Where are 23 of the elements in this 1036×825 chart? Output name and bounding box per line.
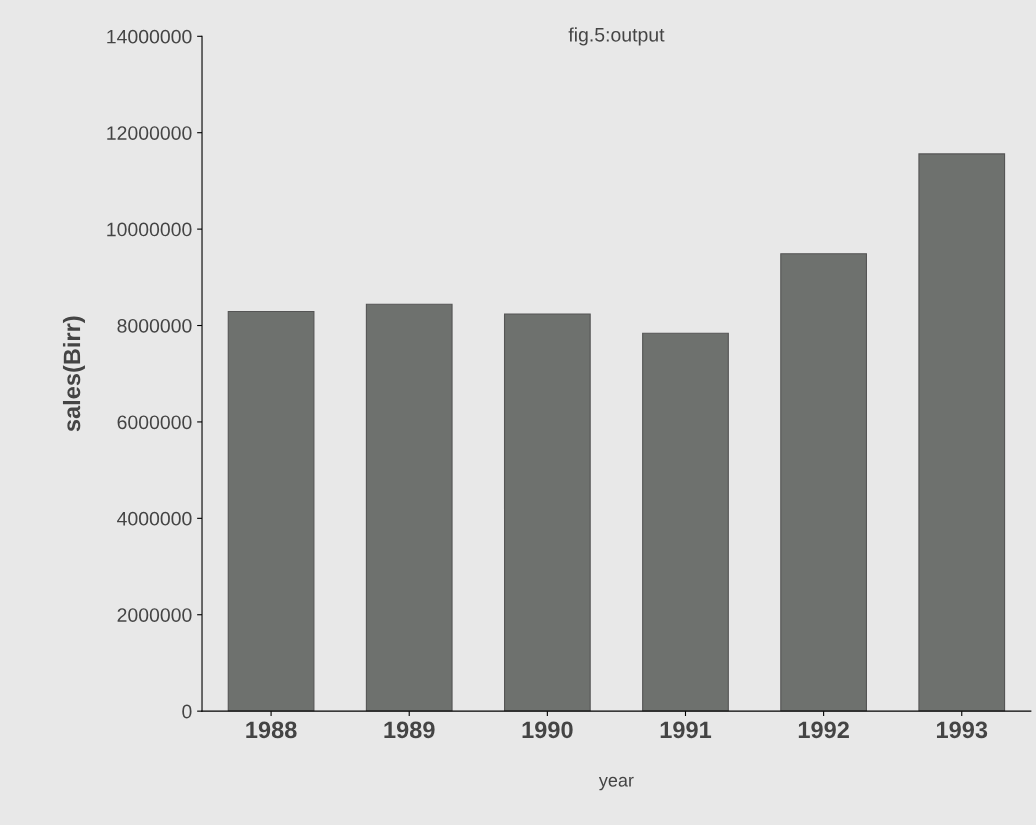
y-tick-label: 10000000	[107, 222, 192, 237]
y-tick-label: 8000000	[117, 318, 192, 333]
bar	[365, 303, 453, 712]
bar	[780, 253, 867, 712]
bar	[642, 332, 729, 712]
x-tick-label: 1992	[798, 721, 849, 739]
y-tick-label: 4000000	[117, 511, 192, 526]
y-tick-label: 12000000	[107, 126, 192, 140]
bar	[918, 153, 1006, 712]
y-axis-title: sales(Birr)	[62, 316, 85, 432]
x-tick-label: 1990	[522, 721, 573, 739]
chart-title: fig.5:output	[568, 27, 665, 46]
x-tick-label: 1993	[936, 721, 988, 739]
x-tick-label: 1991	[660, 721, 712, 739]
x-axis-title: year	[598, 776, 634, 791]
y-tick-label: 6000000	[117, 415, 192, 430]
y-tick-label: 14000000	[107, 29, 192, 44]
y-tick-label: 0	[182, 704, 192, 719]
x-tick-label: 1988	[246, 721, 297, 739]
bar	[227, 310, 315, 712]
x-tick-label: 1989	[384, 721, 435, 739]
bar	[503, 313, 591, 712]
y-tick-label: 2000000	[117, 608, 192, 622]
